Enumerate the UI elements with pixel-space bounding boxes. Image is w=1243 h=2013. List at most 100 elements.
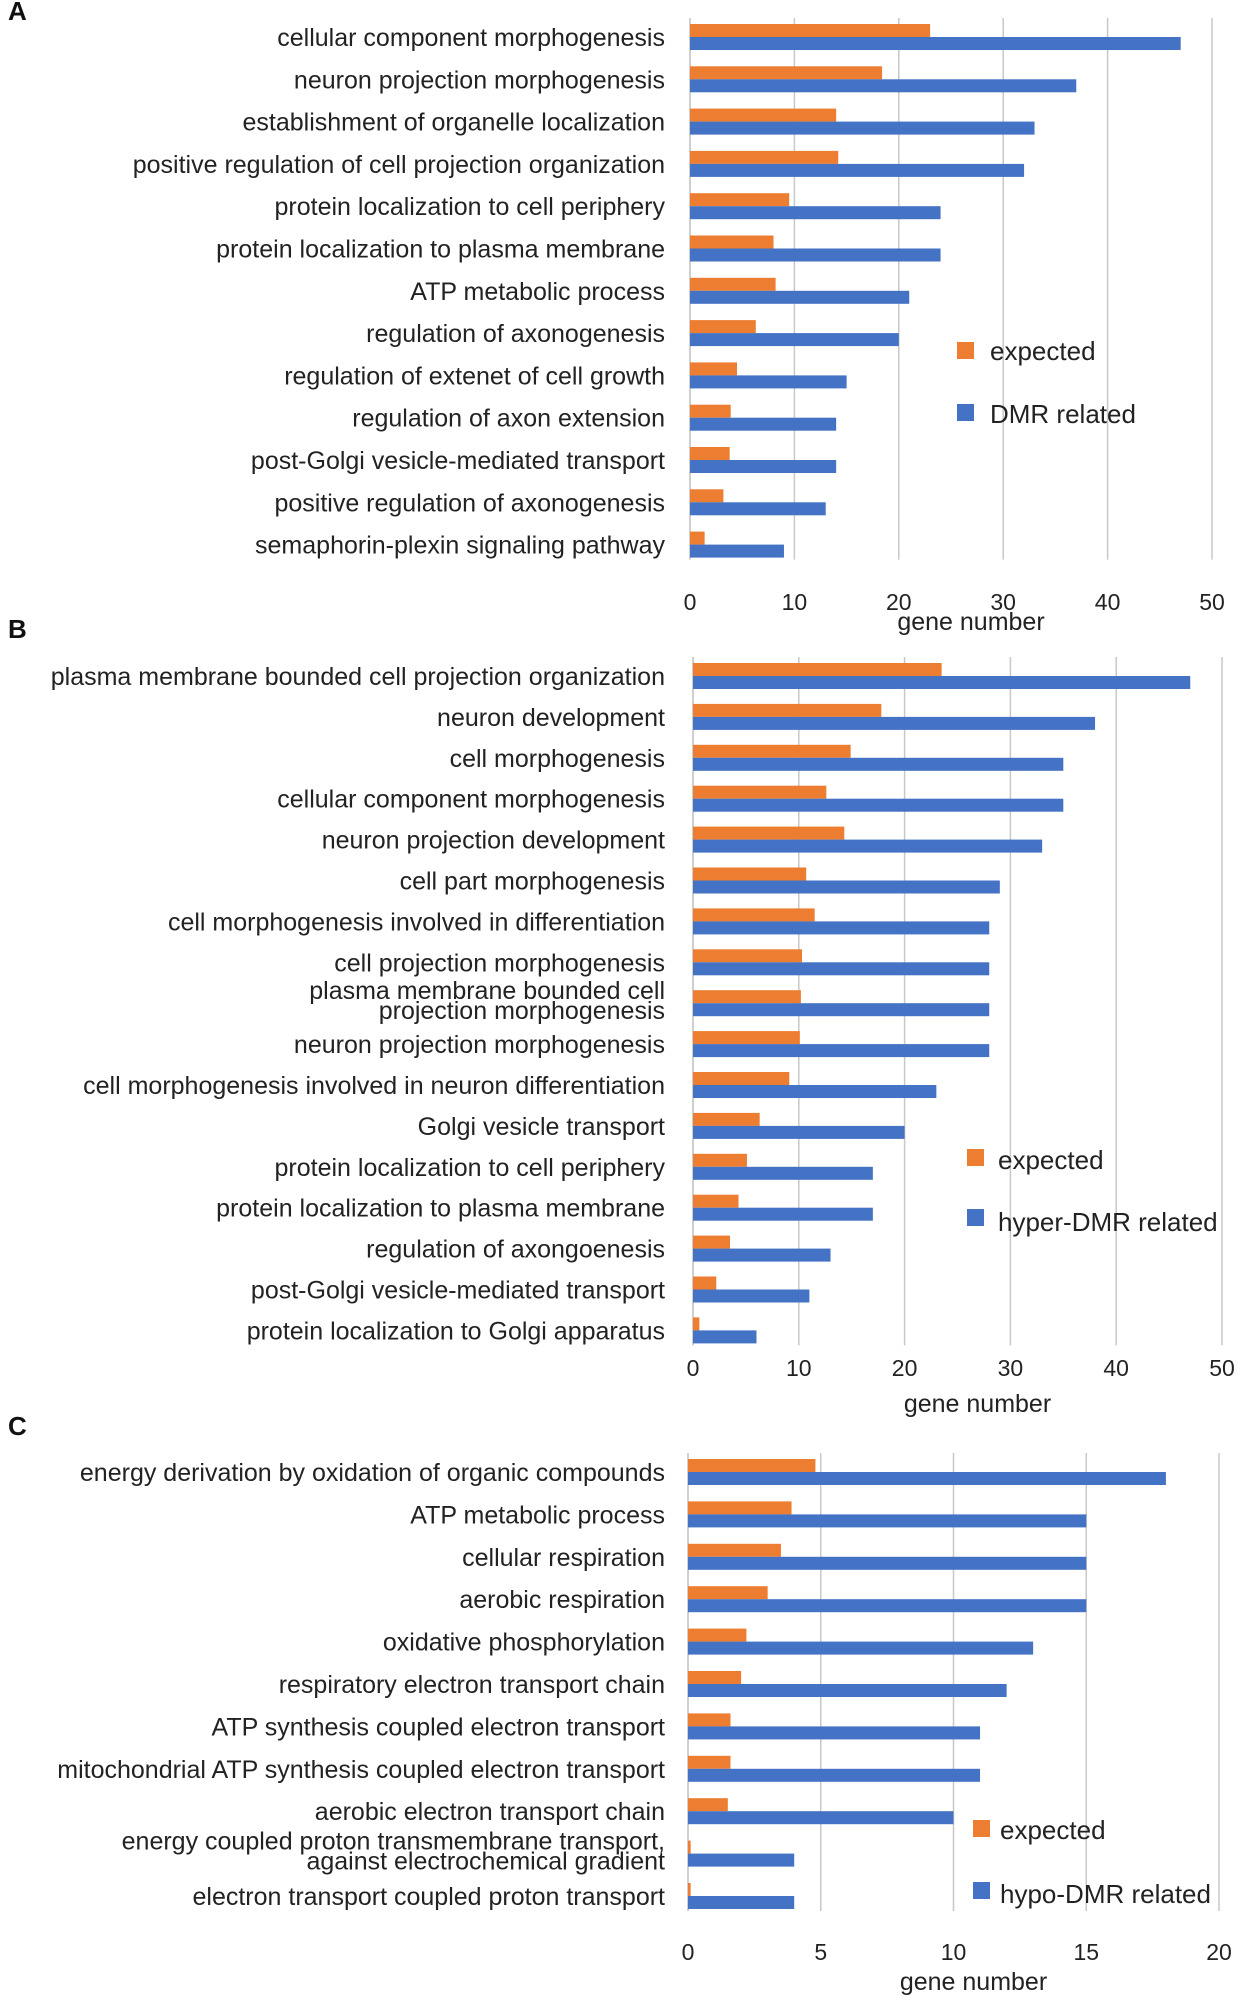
panel-a-tick-label: 40 xyxy=(1095,589,1121,615)
panel-c-bar-expected xyxy=(688,1543,781,1557)
panel-b-tick-label: 30 xyxy=(998,1355,1024,1381)
panel-a-bar-related xyxy=(690,544,784,558)
panel-b-category-label: regulation of axongoenesis xyxy=(366,1236,665,1264)
panel-b-bar-expected xyxy=(693,1235,731,1249)
panel-c-category-label: ATP metabolic process xyxy=(410,1501,665,1529)
panel-b-bar-related xyxy=(693,716,1096,730)
panel-b-bar-related xyxy=(693,798,1064,812)
panel-a-bar-expected xyxy=(690,447,730,460)
panel-c-bar-expected xyxy=(688,1798,728,1812)
panel-a-tick-label: 50 xyxy=(1199,589,1225,615)
panel-c-category-label: oxidative phosphorylation xyxy=(383,1629,665,1657)
panel-c-bar-related xyxy=(688,1684,1007,1697)
panel-c-bar-expected xyxy=(688,1883,691,1896)
panel-c-legend-label-expected: expected xyxy=(1000,1815,1106,1845)
panel-b-bar-expected xyxy=(693,867,807,881)
panel-b-bar-expected xyxy=(693,1031,800,1045)
panel-b-bar-expected xyxy=(693,1194,739,1208)
panel-a-bar-related xyxy=(690,375,847,389)
panel-b-category-label: cell part morphogenesis xyxy=(400,868,665,896)
panel-b-bar-expected xyxy=(693,1072,790,1085)
panel-b-bar-related xyxy=(693,757,1064,771)
panel-b-bar-expected xyxy=(693,1276,717,1290)
panel-a-bar-expected xyxy=(690,235,774,249)
panel-a-legend-swatch-expected xyxy=(957,342,974,359)
panel-a-bar-expected xyxy=(690,531,705,545)
panel-a-bar-related xyxy=(690,79,1077,93)
panel-a-tick-label: 10 xyxy=(782,589,808,615)
panel-b-bar-related xyxy=(693,921,990,935)
panel-c-bar-expected xyxy=(688,1671,742,1684)
panel-b-tick-label: 50 xyxy=(1209,1355,1235,1381)
panel-a-category-label: regulation of axon extension xyxy=(352,405,665,433)
panel-a-bar-related xyxy=(690,121,1035,135)
panel-c-tick-label: 20 xyxy=(1206,1939,1232,1965)
panel-b-bar-related xyxy=(693,962,990,976)
panel-b-category-label: cell morphogenesis involved in different… xyxy=(168,908,665,936)
panel-a-category-label: regulation of axonogenesis xyxy=(366,320,665,348)
panel-c-bar-expected xyxy=(688,1586,768,1600)
panel-a-tick-label: 20 xyxy=(886,589,912,615)
panel-b-bar-related xyxy=(693,1166,873,1180)
panel-b-category-label: Golgi vesicle transport xyxy=(418,1113,665,1141)
panel-a-tick-label: 30 xyxy=(990,589,1016,615)
panel-a-x-axis-title: gene number xyxy=(897,608,1044,636)
panel-b-category-label-line: plasma membrane bounded cell xyxy=(309,977,665,1005)
panel-b-bar-expected xyxy=(693,949,802,963)
panel-c-bar-expected xyxy=(688,1501,792,1515)
panel-c-category-label: ATP synthesis coupled electron transport xyxy=(212,1713,666,1741)
panel-c-category-label-line: energy coupled proton transmembrane tran… xyxy=(122,1828,665,1856)
panel-a-category-label: positive regulation of axonogenesis xyxy=(274,489,665,517)
panel-b-bar-expected xyxy=(693,1153,747,1167)
panel-b-bar-expected xyxy=(693,703,882,717)
panel-c-category-label: energy derivation by oxidation of organi… xyxy=(80,1459,665,1487)
panel-c-category-label-line: against electrochemical gradient xyxy=(306,1848,665,1876)
panel-a-bar-related xyxy=(690,163,1025,177)
panel-b-bar-related xyxy=(693,1330,757,1344)
panel-b-bar-related xyxy=(693,1248,831,1262)
panel-a-bar-related xyxy=(690,502,826,516)
panel-c-category-label: respiratory electron transport chain xyxy=(279,1671,665,1699)
panel-c-bar-related xyxy=(688,1641,1034,1655)
panel-b-legend-swatch-expected xyxy=(967,1149,984,1166)
panel-b-legend-label-expected: expected xyxy=(998,1145,1104,1175)
panel-b-category-label: post-Golgi vesicle-mediated transport xyxy=(251,1277,665,1305)
panel-c-bar-expected xyxy=(688,1755,731,1769)
panel-b-category-label: neuron projection morphogenesis xyxy=(294,1031,665,1059)
panel-b-bar-related xyxy=(693,880,1000,894)
panel-c-tick-label: 0 xyxy=(682,1939,695,1965)
panel-a-bar-related xyxy=(690,460,837,473)
panel-b-bar-expected xyxy=(693,744,851,758)
panel-a-bar-expected xyxy=(690,150,839,164)
panel-b-bar-related xyxy=(693,1289,810,1303)
panel-c-legend-swatch-expected xyxy=(973,1820,990,1837)
panel-c-bar-related xyxy=(688,1896,795,1909)
panel-a-category-label: protein localization to plasma membrane xyxy=(216,236,665,264)
panel-b-category-label: plasma membrane bounded cell projection … xyxy=(51,663,665,691)
panel-b-tick-label: 20 xyxy=(892,1355,918,1381)
panel-c-bar-related xyxy=(688,1599,1087,1613)
panel-b-category-label: cellular component morphogenesis xyxy=(277,786,665,814)
panel-a-legend-label-expected: expected xyxy=(990,336,1096,366)
panel-c-category-label: electron transport coupled proton transp… xyxy=(193,1883,666,1911)
panel-b-bar-expected xyxy=(693,1317,700,1331)
panel-a-bar-expected xyxy=(690,108,837,122)
panel-b-category-label-line: projection morphogenesis xyxy=(379,997,665,1025)
panel-b-bar-related xyxy=(693,1207,873,1221)
panel-b-bar-expected xyxy=(693,1112,760,1126)
panel-a-bar-related xyxy=(690,248,941,262)
panel-b-bar-expected xyxy=(693,785,827,799)
panel-b-bar-expected xyxy=(693,826,845,840)
panel-b-category-label: cell morphogenesis xyxy=(450,745,665,773)
panel-b-bar-related xyxy=(693,1044,990,1058)
panel-c-tick-label: 15 xyxy=(1073,1939,1099,1965)
panel-b-legend-label-related: hyper-DMR related xyxy=(998,1207,1218,1237)
panel-a-legend-swatch-related xyxy=(957,404,974,421)
panel-c-bar-expected xyxy=(688,1628,747,1642)
panel-c-bar-related xyxy=(688,1726,981,1740)
panel-c-category-label: mitochondrial ATP synthesis coupled elec… xyxy=(57,1756,665,1784)
panel-a-category-label: semaphorin-plexin signaling pathway xyxy=(255,532,665,560)
panel-c-bar-expected xyxy=(688,1459,816,1472)
panel-b-category-label: protein localization to Golgi apparatus xyxy=(247,1317,665,1345)
panel-c-bar-related xyxy=(688,1811,954,1825)
